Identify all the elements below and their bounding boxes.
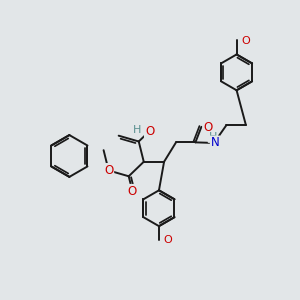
Text: O: O (104, 164, 113, 177)
Text: O: O (145, 124, 154, 138)
Text: O: O (241, 36, 250, 46)
Text: N: N (211, 136, 220, 149)
Text: H: H (208, 132, 217, 142)
Text: O: O (164, 235, 172, 245)
Text: H: H (134, 125, 142, 135)
Text: O: O (203, 121, 213, 134)
Text: O: O (128, 185, 137, 198)
